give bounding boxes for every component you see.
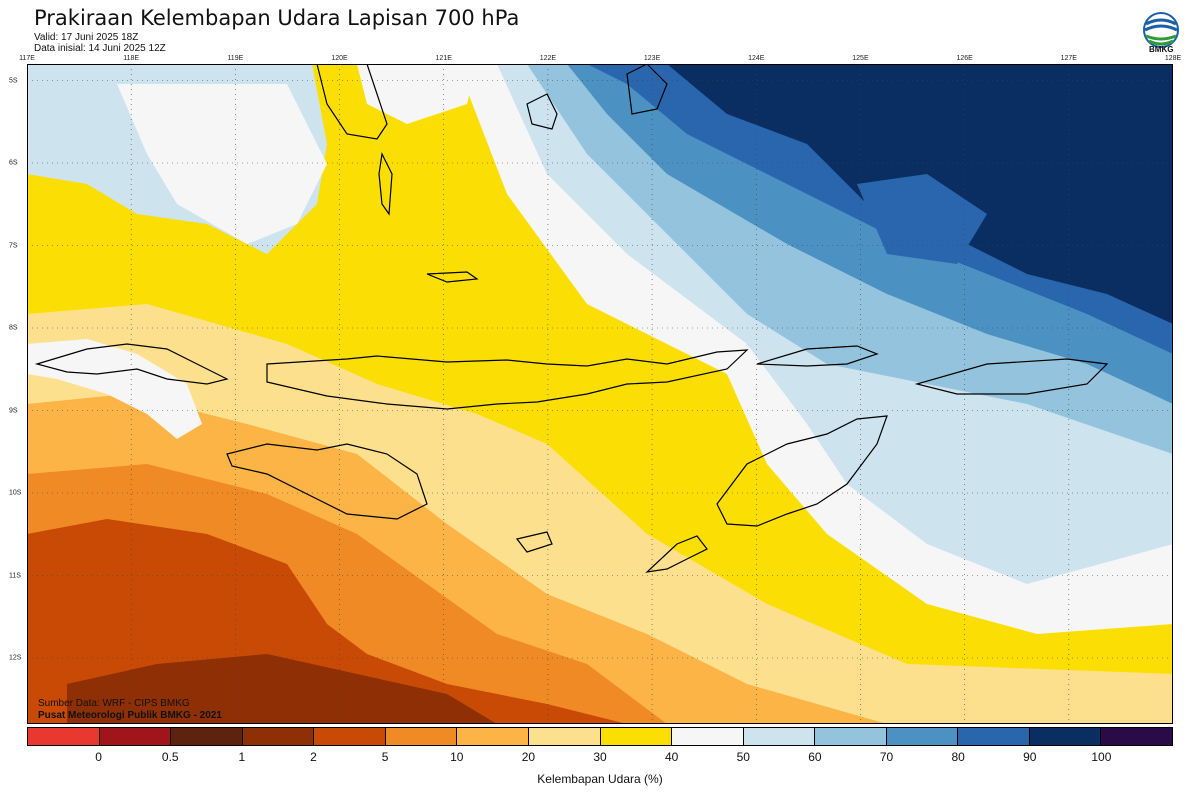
colorbar-tick-label: 1 bbox=[238, 750, 246, 764]
lon-label: 123E bbox=[643, 55, 661, 62]
colorbar-tick-label: 20 bbox=[521, 750, 536, 764]
lat-label: 11S bbox=[9, 572, 21, 579]
colorbar-tick-label: 90 bbox=[1023, 750, 1037, 764]
banda-islands bbox=[626, 64, 668, 115]
colorbar-title: Kelembapan Udara (%) bbox=[537, 772, 663, 786]
lon-label: 120E bbox=[331, 55, 348, 62]
colorbar-segment bbox=[28, 728, 100, 745]
organization-credit: Pusat Meteorologi Publik BMKG - 2021 bbox=[38, 710, 222, 721]
sumbawa-island bbox=[34, 343, 229, 385]
colorbar-segment bbox=[314, 728, 386, 745]
lon-label: 121E bbox=[435, 55, 452, 62]
rote-island bbox=[645, 535, 708, 573]
colorbar-segment bbox=[672, 728, 744, 745]
colorbar-tick-label: 30 bbox=[593, 750, 607, 764]
colorbar-tick-label: 0 bbox=[95, 750, 102, 764]
lon-label: 118E bbox=[123, 55, 140, 62]
timor-island bbox=[716, 415, 888, 527]
selayar-island bbox=[378, 152, 393, 216]
colorbar-segment bbox=[743, 728, 816, 745]
lon-label: 128E bbox=[1164, 55, 1182, 62]
colorbar-tick-label: 70 bbox=[879, 750, 894, 764]
map-title: Prakiraan Kelembapan Udara Lapisan 700 h… bbox=[34, 6, 520, 30]
colorbar-tick-label: 80 bbox=[951, 750, 965, 764]
data-source-credit: Sumber Data: WRF - CIPS BMKG bbox=[38, 698, 190, 709]
colorbar-segment bbox=[99, 728, 172, 745]
coastlines bbox=[34, 64, 1109, 573]
colorbar-segment bbox=[242, 728, 315, 745]
lon-label: 124E bbox=[748, 55, 765, 62]
lat-label: 5S bbox=[9, 77, 18, 84]
flores-island bbox=[266, 349, 749, 410]
colorbar-segment bbox=[385, 728, 458, 745]
band-80-90-patch bbox=[857, 174, 987, 264]
colorbar-tick-label: 0.5 bbox=[161, 750, 179, 764]
colorbar-tick-label: 10 bbox=[450, 750, 464, 764]
colorbar-tick-label: 5 bbox=[381, 750, 389, 764]
colorbar bbox=[27, 727, 1173, 746]
lat-label: 8S bbox=[9, 324, 18, 332]
lon-label: 119E bbox=[227, 55, 244, 62]
colorbar-segment bbox=[815, 728, 887, 745]
buton-island bbox=[526, 93, 558, 130]
sawu-island bbox=[515, 531, 553, 553]
humidity-map bbox=[27, 64, 1173, 724]
colorbar-segment bbox=[528, 728, 601, 745]
lat-label: 9S bbox=[9, 407, 18, 414]
lat-label: 6S bbox=[9, 159, 18, 167]
lat-label: 10S bbox=[9, 489, 22, 497]
colorbar-segment bbox=[600, 728, 673, 745]
colorbar-tick-label: 100 bbox=[1091, 750, 1112, 764]
alor-islands bbox=[756, 345, 879, 367]
colorbar-segment bbox=[958, 728, 1030, 745]
colorbar-segment bbox=[1101, 728, 1172, 745]
initial-time: Data inisial: 14 Juni 2025 12Z bbox=[34, 43, 166, 54]
lon-label: 126E bbox=[956, 55, 973, 62]
sulawesi-south bbox=[316, 64, 388, 140]
lat-label: 12S bbox=[9, 654, 22, 662]
colorbar-tick-label: 2 bbox=[310, 750, 317, 764]
logo-text: BMKG bbox=[1149, 45, 1174, 54]
band-40-50-nw bbox=[117, 84, 327, 244]
colorbar-segment bbox=[1029, 728, 1102, 745]
colorbar-segment bbox=[171, 728, 243, 745]
valid-time: Valid: 17 Juni 2025 18Z bbox=[34, 32, 139, 43]
band-1-2 bbox=[67, 654, 497, 724]
grid-lines bbox=[27, 64, 1173, 724]
lon-label: 125E bbox=[852, 55, 869, 62]
band-40-50-top bbox=[357, 64, 477, 124]
lon-label: 117E bbox=[19, 55, 35, 62]
lon-label: 127E bbox=[1060, 55, 1077, 62]
colorbar-segment bbox=[886, 728, 959, 745]
colorbar-tick-label: 60 bbox=[808, 750, 822, 764]
wetar-island bbox=[914, 358, 1109, 395]
colorbar-tick-label: 40 bbox=[664, 750, 679, 764]
colorbar-tick-label: 50 bbox=[736, 750, 750, 764]
colorbar-segment bbox=[457, 728, 529, 745]
kalao-island bbox=[426, 271, 479, 283]
bmkg-logo-icon bbox=[1143, 12, 1179, 48]
band-40-50-west bbox=[27, 339, 202, 439]
lat-label: 7S bbox=[9, 242, 18, 249]
sumba-island bbox=[226, 443, 428, 520]
lon-label: 122E bbox=[539, 55, 557, 62]
